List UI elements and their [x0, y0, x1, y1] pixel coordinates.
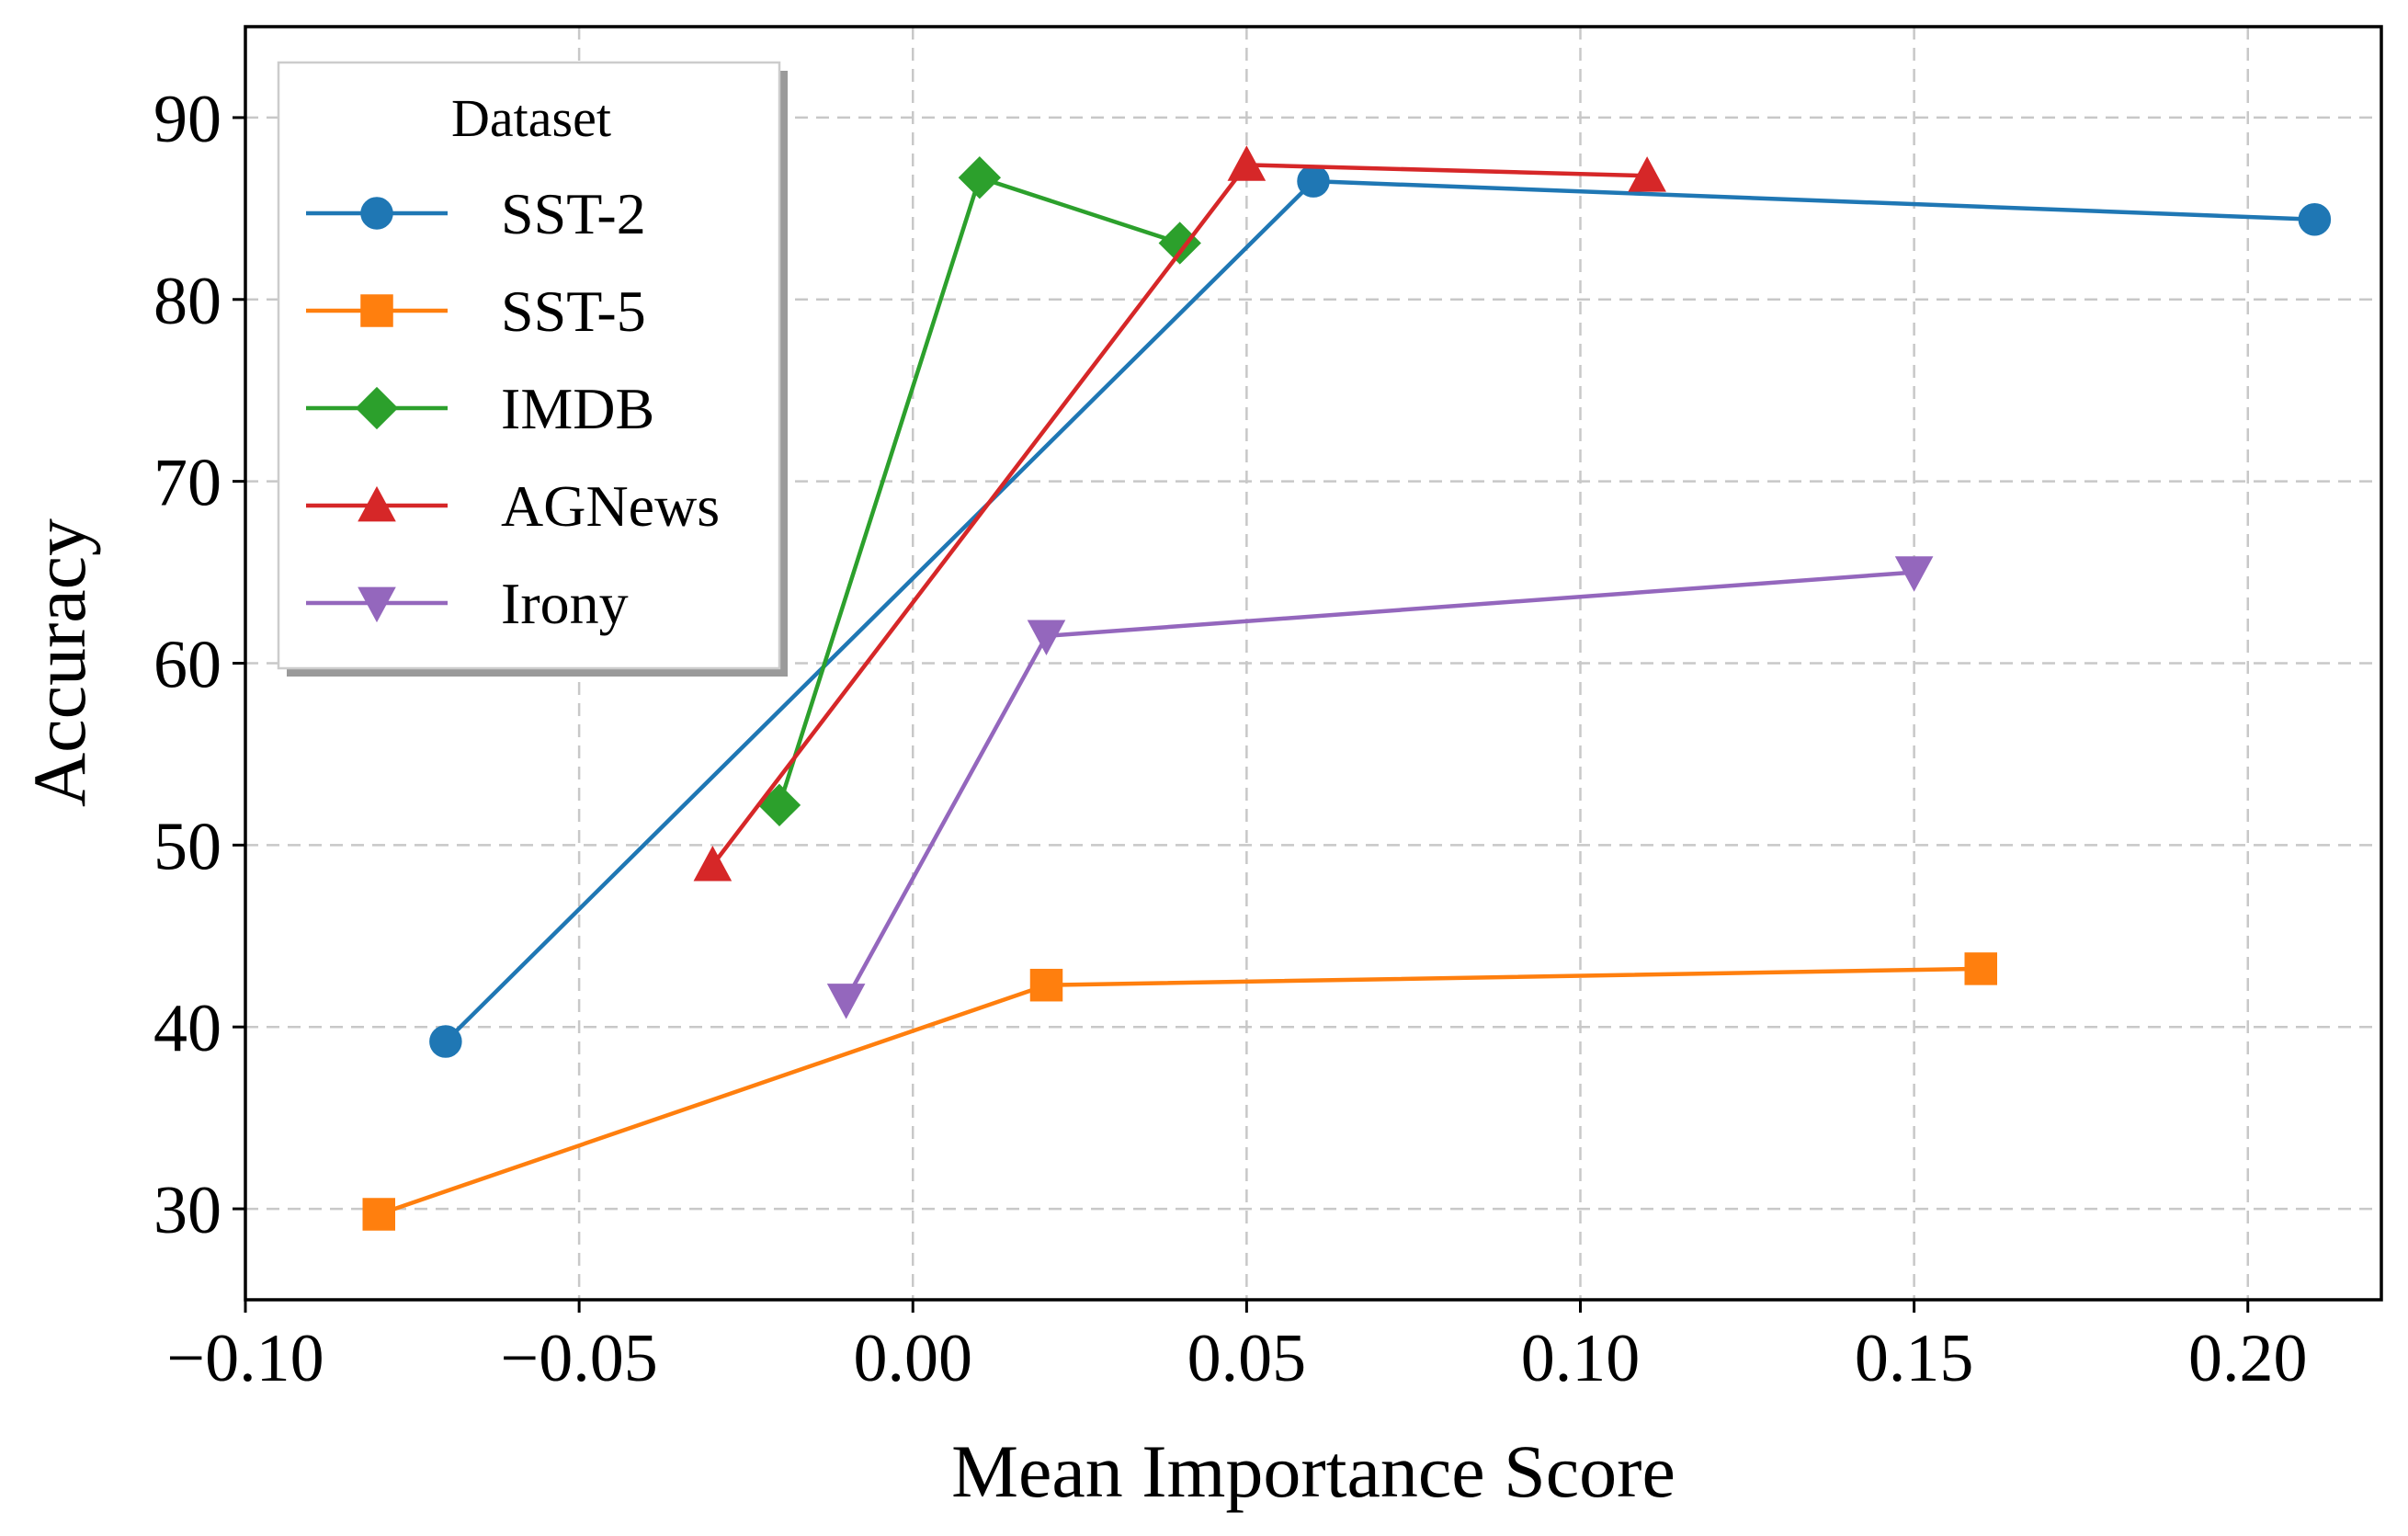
series-line-imdb [777, 175, 1181, 806]
data-point-sst-2 [1297, 165, 1330, 198]
y-axis-label: Accuracy [17, 518, 101, 807]
data-point-agnews [1227, 145, 1266, 181]
data-point-irony [1894, 556, 1934, 592]
data-point-irony [1027, 620, 1066, 655]
grid-layer [244, 27, 2381, 1300]
y-tick-label: 70 [153, 446, 221, 521]
data-point-sst-2 [2298, 202, 2332, 236]
series-agnews [693, 145, 1666, 882]
y-tick-label: 90 [153, 82, 221, 157]
y-tick-label: 40 [153, 991, 221, 1066]
series-line-sst-5 [378, 966, 1982, 1217]
x-tick-label: 0.00 [854, 1321, 973, 1396]
series-layer [362, 145, 2332, 1231]
data-point-imdb [958, 156, 1002, 199]
legend-marker [358, 586, 396, 623]
x-tick-label: 0.20 [2188, 1321, 2308, 1396]
legend-entry-sst-2: SST-2 [306, 181, 646, 246]
legend-title: Dataset [451, 88, 611, 148]
data-point-sst-5 [1964, 952, 1997, 985]
y-tick-label: 50 [153, 809, 221, 884]
legend-label: SST-2 [501, 181, 646, 246]
legend-entry-irony: Irony [306, 571, 629, 636]
x-tick-label: 0.15 [1855, 1321, 1974, 1396]
x-tick-label: −0.05 [501, 1321, 658, 1396]
data-point-agnews [693, 845, 733, 882]
legend-entry-sst-5: SST-5 [306, 279, 646, 344]
legend-marker [358, 485, 396, 522]
legend-label: SST-5 [501, 279, 646, 344]
series-sst-5 [362, 952, 1997, 1231]
legend-entry-imdb: IMDB [306, 376, 654, 441]
legend-entries: SST-2 SST-5 IMDB AGNews Irony [306, 181, 720, 636]
x-tick-label: −0.10 [166, 1321, 324, 1396]
series-imdb [757, 156, 1201, 826]
legend-marker [360, 197, 393, 230]
legend-marker [355, 386, 399, 430]
series-irony [826, 556, 1934, 1019]
legend-box [277, 61, 781, 670]
series-line-irony [844, 570, 1914, 1001]
series-sst-2 [429, 165, 2332, 1058]
x-axis-label: Mean Importance Score [951, 1429, 1675, 1513]
legend: Dataset SST-2 SST-5 IMDB AGNews Irony [277, 61, 788, 677]
y-tick-label: 60 [153, 628, 221, 703]
y-tick-label: 80 [153, 264, 221, 339]
y-tick-label: 30 [153, 1173, 221, 1248]
data-point-sst-5 [1029, 968, 1063, 1002]
x-tick-label: 0.10 [1521, 1321, 1641, 1396]
data-point-imdb [1158, 222, 1201, 265]
legend-marker [360, 294, 393, 327]
legend-label: Irony [501, 571, 629, 636]
series-line-agnews [710, 163, 1648, 867]
legend-entry-agnews: AGNews [306, 473, 720, 539]
data-point-imdb [757, 783, 801, 826]
data-point-sst-2 [429, 1025, 462, 1058]
legend-label: IMDB [501, 376, 654, 441]
x-tick-label: 0.05 [1187, 1321, 1307, 1396]
data-point-sst-5 [362, 1198, 395, 1231]
data-point-agnews [1628, 156, 1666, 192]
legend-label: AGNews [501, 473, 720, 539]
data-point-irony [826, 984, 866, 1019]
tick-layer: −0.10 −0.05 0.00 0.05 0.10 0.15 0.20 30 40 50 60 70… [153, 82, 2308, 1396]
